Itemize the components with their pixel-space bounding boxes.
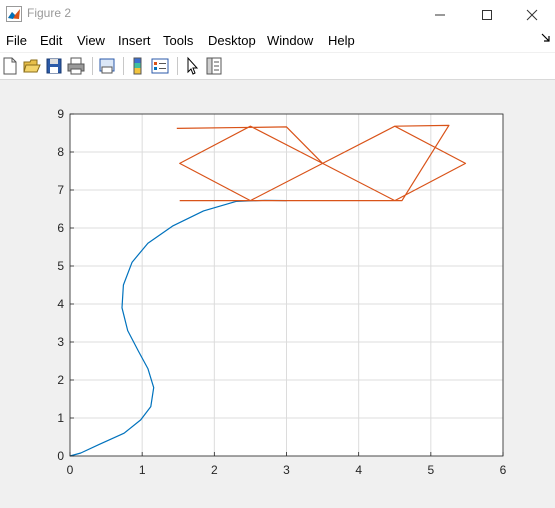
y-tick-label: 4 [57,297,64,311]
menu-file[interactable]: File [6,33,27,48]
edit-plot-icon[interactable] [182,56,202,76]
y-tick-label: 0 [57,449,64,463]
y-tick-label: 7 [57,183,64,197]
new-figure-icon[interactable] [0,56,20,76]
print-icon[interactable] [66,56,86,76]
series-line-1 [69,199,287,457]
menu-help[interactable]: Help [328,33,355,48]
close-button[interactable] [509,0,555,29]
y-tick-label: 1 [57,411,64,425]
x-tick-label: 1 [139,463,146,477]
menu-desktop[interactable]: Desktop [208,33,256,48]
close-icon [526,9,538,20]
toolbar-separator [92,57,93,75]
figure-canvas[interactable]: 0 1 2 3 4 5 6 0 1 2 3 4 5 6 7 8 9 [0,80,555,503]
menu-edit[interactable]: Edit [40,33,63,48]
save-icon[interactable] [44,56,64,76]
maximize-icon [482,9,492,20]
maximize-button[interactable] [464,0,510,29]
menu-window[interactable]: Window [267,33,314,48]
window-title: Figure 2 [27,6,72,20]
x-tick-label: 4 [355,463,362,477]
x-tick-label: 5 [427,463,434,477]
menu-tools[interactable]: Tools [163,33,194,48]
x-tick-label: 6 [500,463,507,477]
menu-bar: File Edit View Insert Tools Desktop Wind… [0,29,555,52]
y-tick-label: 6 [57,221,64,235]
menu-insert[interactable]: Insert [118,33,151,48]
matlab-logo-icon [6,6,22,22]
minimize-button[interactable] [417,0,463,29]
menu-view[interactable]: View [77,33,105,48]
open-file-icon[interactable] [22,56,42,76]
title-bar: Figure 2 [0,0,555,29]
insert-legend-icon[interactable] [150,56,170,76]
x-tick-label: 3 [283,463,290,477]
toolbar-separator [123,57,124,75]
series-line-2 [176,124,467,202]
dock-arrow-icon[interactable] [541,33,551,43]
x-tick-label: 2 [211,463,218,477]
y-tick-label: 2 [57,373,64,387]
plot-axes[interactable]: 0 1 2 3 4 5 6 0 1 2 3 4 5 6 7 8 9 [0,80,555,503]
property-inspector-icon[interactable] [204,56,224,76]
x-tick-label: 0 [67,463,74,477]
print-preview-icon[interactable] [97,56,117,76]
y-tick-label: 3 [57,335,64,349]
toolbar [0,53,555,80]
minimize-icon [435,14,445,15]
y-tick-label: 8 [57,145,64,159]
insert-colorbar-icon[interactable] [128,56,148,76]
y-tick-label: 5 [57,259,64,273]
toolbar-separator [177,57,178,75]
y-tick-label: 9 [57,107,64,121]
